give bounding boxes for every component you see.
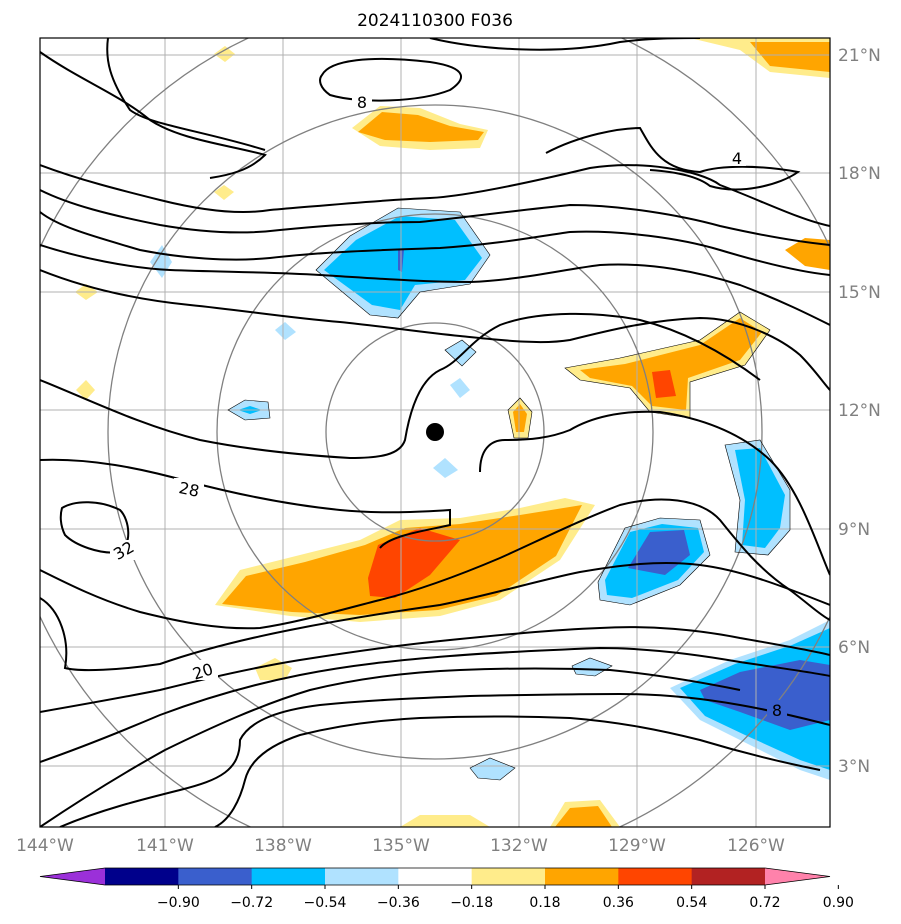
y-tick-label: 12°N xyxy=(838,401,881,421)
map-frame xyxy=(39,37,831,828)
colorbar-tick-label: 0.18 xyxy=(529,895,560,911)
contour-lines xyxy=(40,38,830,827)
storm-center-marker xyxy=(426,423,444,441)
colorbar-segment xyxy=(325,868,399,885)
shade-positive-band-deep xyxy=(368,528,460,598)
x-tick-label: 126°W xyxy=(727,836,785,856)
colorbar-tick-label: −0.36 xyxy=(377,895,420,911)
shade-positive-small-6 xyxy=(214,185,234,200)
shade-negative-far-se-deep xyxy=(700,660,830,730)
shade-positive-east-core xyxy=(580,318,762,410)
y-tick-label: 21°N xyxy=(838,46,881,66)
gridlines xyxy=(40,38,830,827)
x-tick-label: 129°W xyxy=(608,836,666,856)
y-tick-label: 3°N xyxy=(838,757,870,777)
x-tick-label: 141°W xyxy=(136,836,194,856)
range-rings xyxy=(40,38,830,827)
colorbar-segment xyxy=(178,868,253,885)
colorbar-tick-label: −0.54 xyxy=(304,895,347,911)
shade-positive-bottom-1 xyxy=(400,815,490,827)
colorbar-segment xyxy=(691,868,766,885)
contour-label-8-south: 8 xyxy=(772,701,782,720)
shade-positive-bottom-2-core xyxy=(555,806,612,827)
x-tick-label: 138°W xyxy=(254,836,312,856)
shade-positive-small-1-core xyxy=(513,404,527,432)
x-tick-label: 132°W xyxy=(490,836,548,856)
colorbar-extend-min xyxy=(40,868,105,885)
map-area: 8 4 28 32 20 8 xyxy=(40,38,830,827)
colorbar-tick-label: 0.54 xyxy=(676,895,707,911)
y-tick-label: 15°N xyxy=(838,283,881,303)
colorbar-segment xyxy=(105,868,179,885)
shade-positive-north-core xyxy=(358,112,484,142)
shade-negative-small-4 xyxy=(150,245,172,278)
shade-negative-upper-core xyxy=(324,216,482,310)
contour-label-28: 28 xyxy=(177,478,201,501)
colorbar-extend-max xyxy=(765,868,830,885)
contour-label-8-north: 8 xyxy=(357,93,367,112)
shade-negative-small-8 xyxy=(450,378,470,398)
y-tick-label: 6°N xyxy=(838,638,870,658)
colorbar-segment xyxy=(471,868,546,885)
y-tick-label: 9°N xyxy=(838,520,870,540)
colorbar-tick-label: −0.18 xyxy=(450,895,493,911)
shade-negative-east-core xyxy=(735,448,785,548)
shading-outlines xyxy=(227,207,791,781)
colorbar-tick-label: 0.36 xyxy=(603,895,634,911)
contour-label-4: 4 xyxy=(732,149,742,168)
shading-layer xyxy=(75,38,830,827)
shade-negative-small-3 xyxy=(572,658,612,676)
y-tick-label: 18°N xyxy=(838,164,881,184)
chart-title: 2024110300 F036 xyxy=(357,11,513,31)
shade-negative-small-7 xyxy=(433,458,458,478)
colorbar-segment xyxy=(398,868,473,885)
colorbar-segment xyxy=(545,868,619,885)
colorbar-tick-label: 0.90 xyxy=(823,895,854,911)
shade-negative-small-6 xyxy=(445,340,476,366)
shade-positive-small-5 xyxy=(214,46,235,62)
y-axis: 21°N 18°N 15°N 12°N 9°N 6°N 3°N xyxy=(838,46,881,777)
colorbar-tick-label: −0.90 xyxy=(157,895,200,911)
colorbar-segment xyxy=(618,868,693,885)
shade-positive-small-4 xyxy=(76,380,95,400)
contour-labels: 8 4 28 32 20 8 xyxy=(110,92,787,720)
colorbar: −0.90 −0.72 −0.54 −0.36 −0.18 0.18 0.36 0.54 0.7… xyxy=(39,867,854,911)
colorbar-outline xyxy=(39,867,831,886)
x-tick-label: 144°W xyxy=(16,836,74,856)
shade-positive-ne-corner-core xyxy=(750,42,830,72)
colorbar-segment xyxy=(251,868,326,885)
colorbar-tick-label: −0.72 xyxy=(230,895,273,911)
shade-negative-small-5 xyxy=(275,322,296,340)
shade-positive-e-edge xyxy=(785,238,830,270)
colorbar-tick-label: 0.72 xyxy=(749,895,780,911)
x-tick-label: 135°W xyxy=(372,836,430,856)
x-axis: 144°W 141°W 138°W 135°W 132°W 129°W 126°… xyxy=(16,836,785,856)
shade-positive-east-deep xyxy=(652,370,676,398)
